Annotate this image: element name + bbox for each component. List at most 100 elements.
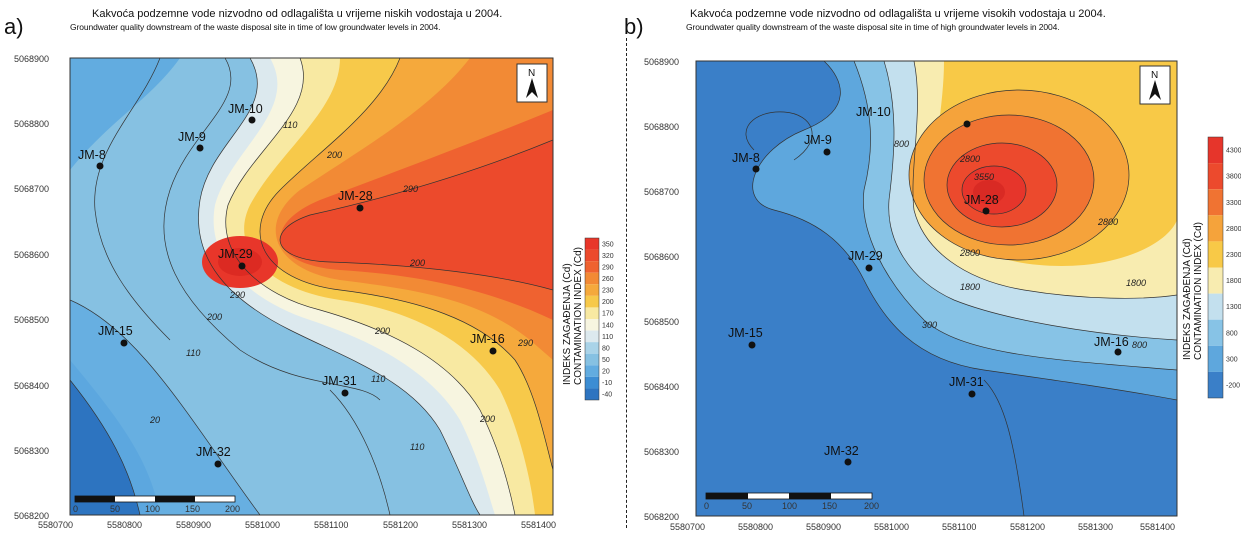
colorbar-label: 20 xyxy=(602,369,610,376)
x-tick-label: 5581000 xyxy=(874,522,909,532)
well-label: JM-16 xyxy=(1094,335,1129,349)
colorbar-swatch xyxy=(1208,215,1223,242)
svg-text:110: 110 xyxy=(371,374,385,384)
colorbar-label: 800 xyxy=(1226,330,1238,337)
colorbar-label: 3300 xyxy=(1226,200,1241,207)
colorbar-title: INDEKS ZAGAĐENJA (Cd) xyxy=(1182,238,1193,360)
y-tick-label: 5068600 xyxy=(644,252,679,262)
x-tick-label: 5581300 xyxy=(1078,522,1113,532)
y-tick-label: 5068800 xyxy=(644,122,679,132)
svg-text:200: 200 xyxy=(409,258,425,268)
svg-text:50: 50 xyxy=(110,504,120,514)
svg-text:1800: 1800 xyxy=(1126,278,1146,288)
x-tick-label: 5581400 xyxy=(521,520,556,530)
colorbar-label: -200 xyxy=(1226,382,1240,389)
well-label: JM-10 xyxy=(856,105,891,119)
map-title: Kakvoća podzemne vode nizvodno od odlaga… xyxy=(690,8,1106,20)
y-tick-label: 5068300 xyxy=(644,447,679,457)
well-label: JM-8 xyxy=(732,151,760,165)
svg-text:200: 200 xyxy=(374,326,390,336)
contour-map-b: 5068900 5068800 5068700 5068600 5068500 … xyxy=(644,57,1241,532)
colorbar-swatch xyxy=(585,365,599,377)
contour-map-a: 5068900 5068800 5068700 5068600 5068500 … xyxy=(14,54,614,530)
well-label: JM-8 xyxy=(78,148,106,162)
colorbar-swatch xyxy=(1208,241,1223,268)
x-tick-label: 5581200 xyxy=(383,520,418,530)
x-tick-label: 5580800 xyxy=(107,520,142,530)
svg-text:2800: 2800 xyxy=(959,154,980,164)
map-subtitle: Groundwater quality downstream of the wa… xyxy=(686,22,1060,32)
colorbar-label: 350 xyxy=(602,241,614,248)
colorbar-label: 170 xyxy=(602,311,614,318)
colorbar-swatch xyxy=(585,295,599,308)
x-tick-label: 5580800 xyxy=(738,522,773,532)
x-tick-label: 5581200 xyxy=(1010,522,1045,532)
x-axis-labels: 5580700 5580800 5580900 5581000 5581100 … xyxy=(670,522,1175,532)
colorbar-label: 2800 xyxy=(1226,226,1241,233)
colorbar-label: 260 xyxy=(602,276,614,283)
svg-text:100: 100 xyxy=(145,504,160,514)
colorbar-label: 200 xyxy=(602,299,614,306)
svg-text:200: 200 xyxy=(206,312,222,322)
well-label: JM-31 xyxy=(949,375,984,389)
svg-text:150: 150 xyxy=(822,501,837,511)
colorbar-swatch xyxy=(585,376,599,389)
colorbar-title: INDEKS ZAGAĐENJA (Cd) xyxy=(562,263,573,385)
y-tick-label: 5068200 xyxy=(14,511,49,521)
svg-text:20: 20 xyxy=(149,415,160,425)
well-label: JM-28 xyxy=(964,193,999,207)
x-tick-label: 5581100 xyxy=(314,520,348,530)
colorbar-swatch xyxy=(585,249,599,262)
colorbar-swatch xyxy=(585,388,599,400)
well-label: JM-28 xyxy=(338,189,373,203)
colorbar-label: 290 xyxy=(602,264,614,271)
well-label: JM-9 xyxy=(178,130,206,144)
well-label: JM-15 xyxy=(728,326,763,340)
colorbar-swatch xyxy=(585,353,599,366)
x-tick-label: 5580900 xyxy=(176,520,211,530)
colorbar-swatch xyxy=(1208,319,1223,346)
svg-text:290: 290 xyxy=(229,290,245,300)
colorbar-swatch xyxy=(1208,267,1223,294)
x-axis-labels: 5580700 5580800 5580900 5581000 5581100 … xyxy=(38,520,556,530)
scale-bar: 0 50 100 150 200 xyxy=(704,492,879,511)
svg-text:0: 0 xyxy=(73,504,78,514)
panel-label: a) xyxy=(4,14,24,39)
colorbar-label: 3800 xyxy=(1226,174,1241,181)
x-tick-label: 5581300 xyxy=(452,520,487,530)
colorbar-swatch xyxy=(585,319,599,331)
y-tick-label: 5068800 xyxy=(14,119,49,129)
colorbar-label: 300 xyxy=(1226,356,1238,363)
well-label: JM-15 xyxy=(98,324,133,338)
x-tick-label: 5580700 xyxy=(670,522,705,532)
colorbar-swatch xyxy=(1208,163,1223,190)
svg-text:2800: 2800 xyxy=(959,248,980,258)
x-tick-label: 5581000 xyxy=(245,520,280,530)
y-tick-label: 5068400 xyxy=(644,382,679,392)
x-tick-label: 5580700 xyxy=(38,520,73,530)
y-tick-label: 5068700 xyxy=(14,184,49,194)
north-arrow-icon: N xyxy=(516,63,548,103)
map-title: Kakvoća podzemne vode nizvodno od odlaga… xyxy=(92,8,503,20)
x-tick-label: 5580900 xyxy=(806,522,841,532)
colorbar-label: 320 xyxy=(602,253,614,260)
colorbar-b: 4300 3800 3300 2800 2300 1800 1300 800 300 -200 xyxy=(1207,136,1241,399)
y-tick-label: 5068600 xyxy=(14,250,49,260)
y-tick-label: 5068400 xyxy=(14,381,49,391)
colorbar-label: 1300 xyxy=(1226,304,1241,311)
well-label: JM-9 xyxy=(804,133,832,147)
north-arrow-icon: N xyxy=(1139,65,1171,105)
svg-text:200: 200 xyxy=(225,504,240,514)
svg-text:110: 110 xyxy=(283,120,297,130)
colorbar-swatch xyxy=(1208,345,1223,372)
y-tick-label: 5068900 xyxy=(644,57,679,67)
panel-divider xyxy=(626,38,627,528)
colorbar-subtitle: CONTAMINATION INDEX (Cd) xyxy=(1193,222,1204,360)
well-label: JM-29 xyxy=(848,249,883,263)
svg-text:110: 110 xyxy=(186,348,200,358)
colorbar-label: 230 xyxy=(602,288,614,295)
svg-text:290: 290 xyxy=(402,184,418,194)
svg-text:200: 200 xyxy=(479,414,495,424)
colorbar-swatch xyxy=(585,261,599,273)
well-label: JM-32 xyxy=(196,445,231,459)
